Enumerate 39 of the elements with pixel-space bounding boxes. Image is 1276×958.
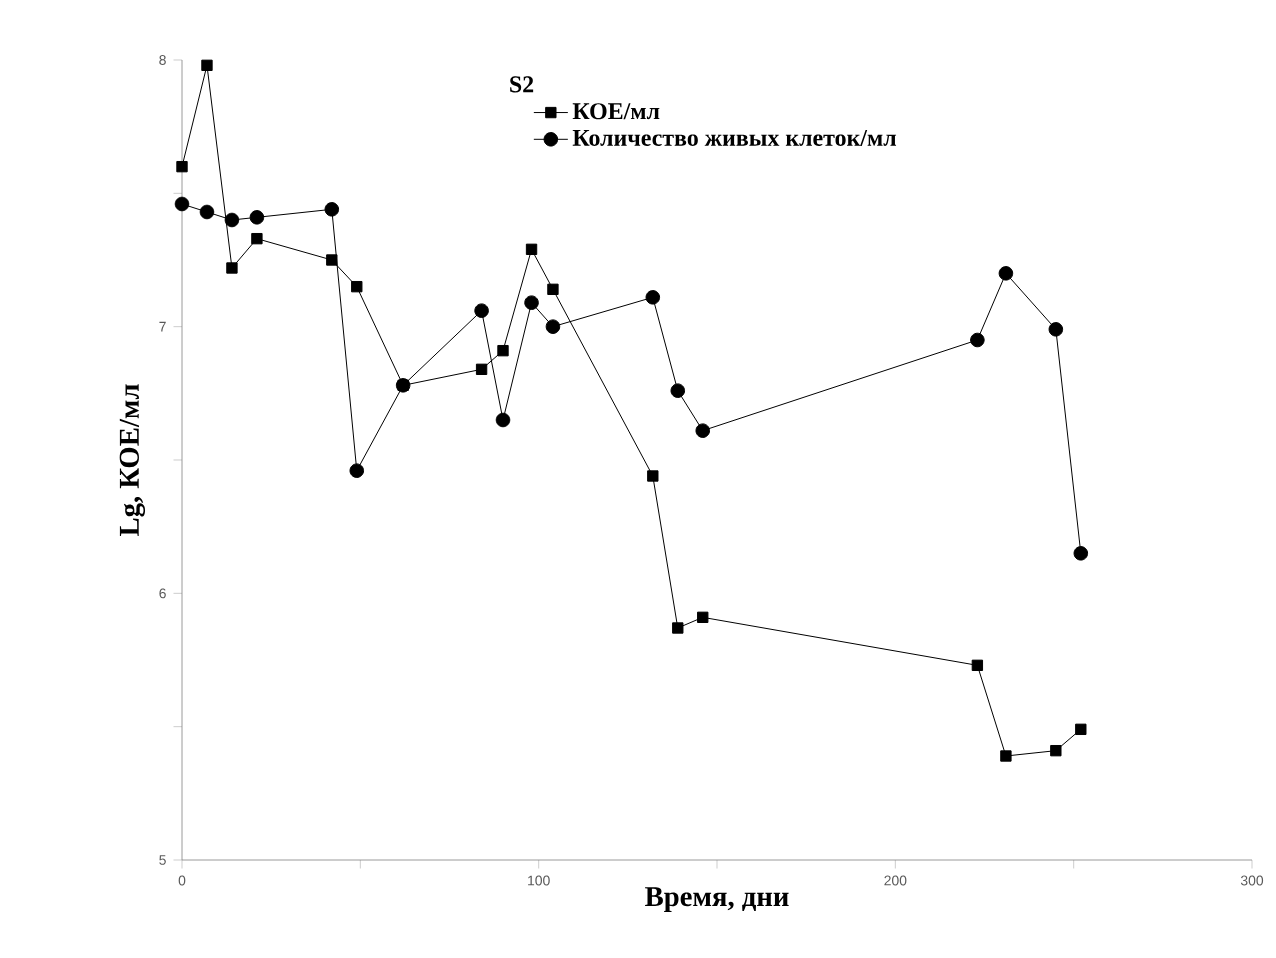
point bbox=[351, 280, 363, 293]
point bbox=[174, 196, 190, 212]
point bbox=[349, 463, 365, 478]
point bbox=[475, 363, 488, 376]
point bbox=[226, 262, 238, 274]
point bbox=[495, 412, 511, 428]
point bbox=[1048, 322, 1064, 337]
legend-title: S2 bbox=[510, 76, 534, 93]
point bbox=[199, 204, 215, 220]
point bbox=[497, 344, 509, 357]
point bbox=[251, 232, 263, 245]
point bbox=[695, 423, 711, 438]
point bbox=[697, 611, 709, 624]
point bbox=[545, 319, 561, 334]
point bbox=[224, 212, 240, 228]
x-axis-title: Время, дни bbox=[645, 887, 789, 913]
legend-label: Количество живых клеток/мл bbox=[572, 129, 897, 146]
point bbox=[201, 59, 213, 71]
point bbox=[525, 243, 538, 256]
point bbox=[176, 160, 188, 173]
point bbox=[1000, 750, 1012, 762]
point bbox=[672, 622, 684, 634]
point bbox=[326, 254, 338, 266]
point bbox=[324, 202, 340, 217]
point bbox=[474, 303, 489, 318]
point bbox=[249, 210, 265, 225]
point bbox=[1075, 723, 1087, 736]
point bbox=[524, 295, 539, 310]
point bbox=[670, 383, 686, 398]
point bbox=[1073, 546, 1089, 561]
point bbox=[647, 470, 659, 482]
legend-label: КОЕ/мл bbox=[572, 103, 660, 120]
point bbox=[645, 290, 661, 305]
point bbox=[547, 283, 559, 296]
point bbox=[970, 332, 985, 348]
y-axis-title: Lg, КОЕ/мл bbox=[119, 384, 146, 536]
point bbox=[1050, 744, 1062, 757]
point bbox=[971, 659, 984, 672]
point bbox=[998, 266, 1014, 281]
